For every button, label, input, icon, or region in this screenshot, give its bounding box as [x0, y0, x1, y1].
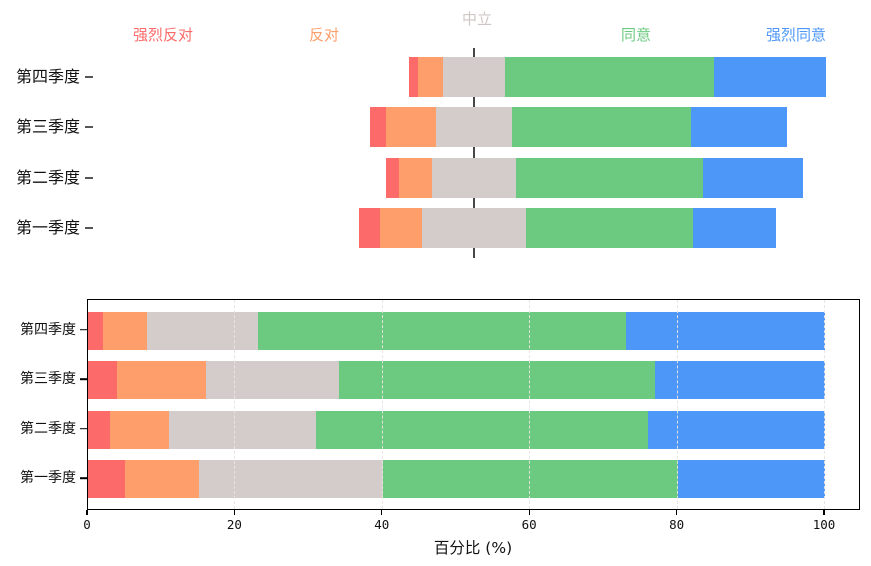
segment-agree — [511, 107, 691, 148]
y-tick-mark — [85, 226, 93, 229]
segment-agree — [382, 460, 678, 499]
y-tick-mark — [80, 378, 87, 380]
segment-strongly-disagree — [88, 410, 111, 449]
segment-disagree — [117, 361, 206, 400]
segment-disagree — [386, 107, 437, 148]
segment-strongly-disagree — [88, 311, 103, 350]
category-label: 第一季度 — [15, 217, 80, 237]
segment-agree — [257, 311, 626, 350]
segment-strongly-disagree — [88, 460, 125, 499]
segment-strongly-agree — [692, 207, 777, 248]
y-tick-mark — [80, 477, 87, 480]
category-label: 第二季度 — [20, 420, 76, 437]
x-tick-label: 60 — [521, 517, 537, 532]
segment-strongly-disagree — [88, 361, 118, 400]
segment-agree — [316, 410, 649, 449]
category-label: 第四季度 — [15, 67, 80, 86]
segment-disagree — [102, 311, 147, 350]
segment-neutral — [421, 207, 527, 248]
segment-neutral — [205, 361, 339, 400]
y-tick-mark — [80, 328, 87, 331]
segment-disagree — [417, 57, 443, 97]
x-tick-label: 0 — [83, 517, 91, 532]
x-tick-label: 40 — [374, 517, 390, 532]
category-label: 第四季度 — [20, 321, 76, 338]
legend-label-agree: 同意 — [620, 26, 652, 44]
legend-label-disagree: 反对 — [308, 26, 340, 44]
plot-area — [87, 299, 860, 510]
neutral-center-line — [473, 48, 475, 258]
segment-agree — [515, 157, 704, 198]
segment-strongly-agree — [648, 410, 825, 449]
x-axis-label: 百分比 (%) — [433, 539, 513, 557]
gridline-20 — [234, 300, 236, 509]
x-tick-mark — [233, 510, 236, 515]
segment-strongly-agree — [626, 311, 825, 350]
segment-strongly-agree — [713, 57, 827, 97]
gridline-60 — [529, 300, 531, 509]
x-tick-label: 80 — [669, 517, 685, 532]
x-tick-label: 100 — [812, 517, 836, 532]
segment-disagree — [398, 157, 433, 198]
x-tick-mark — [528, 510, 530, 515]
category-label: 第三季度 — [20, 371, 76, 388]
segment-disagree — [124, 460, 199, 499]
x-tick-mark — [675, 510, 678, 515]
segment-strongly-disagree — [369, 107, 387, 148]
y-tick-mark — [85, 76, 93, 78]
segment-neutral — [198, 460, 383, 499]
gridline-100 — [824, 300, 825, 509]
gridline-80 — [676, 300, 678, 509]
category-label: 第三季度 — [15, 117, 80, 137]
diverging-likert-chart: 强烈反对 反对 中立同意 强烈同意 第四季度第三季度第二季度第一季度 — [0, 0, 871, 270]
segment-neutral — [436, 107, 512, 148]
segment-disagree — [380, 207, 422, 248]
y-tick-mark — [85, 176, 93, 179]
segment-agree — [338, 361, 656, 400]
legend-label-neutral: 中立 — [461, 10, 493, 28]
x-tick-mark — [381, 510, 383, 515]
segment-strongly-disagree — [386, 157, 399, 198]
segment-strongly-agree — [703, 157, 804, 198]
y-tick-mark — [85, 126, 93, 129]
segment-agree — [526, 207, 693, 248]
legend-label-strongly-disagree: 强烈反对 — [132, 26, 194, 44]
segment-neutral — [146, 311, 258, 350]
segment-disagree — [110, 410, 170, 449]
x-tick-mark — [86, 510, 88, 515]
segment-strongly-agree — [690, 107, 787, 148]
segment-neutral — [442, 57, 506, 97]
segment-neutral — [169, 410, 317, 449]
gridline-40 — [381, 300, 383, 509]
segment-strongly-disagree — [409, 57, 418, 97]
x-tick-mark — [823, 510, 825, 515]
category-label: 第一季度 — [20, 470, 76, 487]
y-tick-mark — [80, 427, 87, 430]
segment-neutral — [432, 157, 516, 198]
segment-strongly-disagree — [359, 207, 381, 248]
segment-agree — [505, 57, 714, 97]
category-label: 第二季度 — [15, 167, 80, 187]
x-tick-label: 20 — [226, 517, 242, 532]
segment-strongly-agree — [655, 361, 825, 400]
legend-label-strongly-agree: 强烈同意 — [765, 26, 827, 44]
segment-strongly-agree — [677, 460, 825, 499]
